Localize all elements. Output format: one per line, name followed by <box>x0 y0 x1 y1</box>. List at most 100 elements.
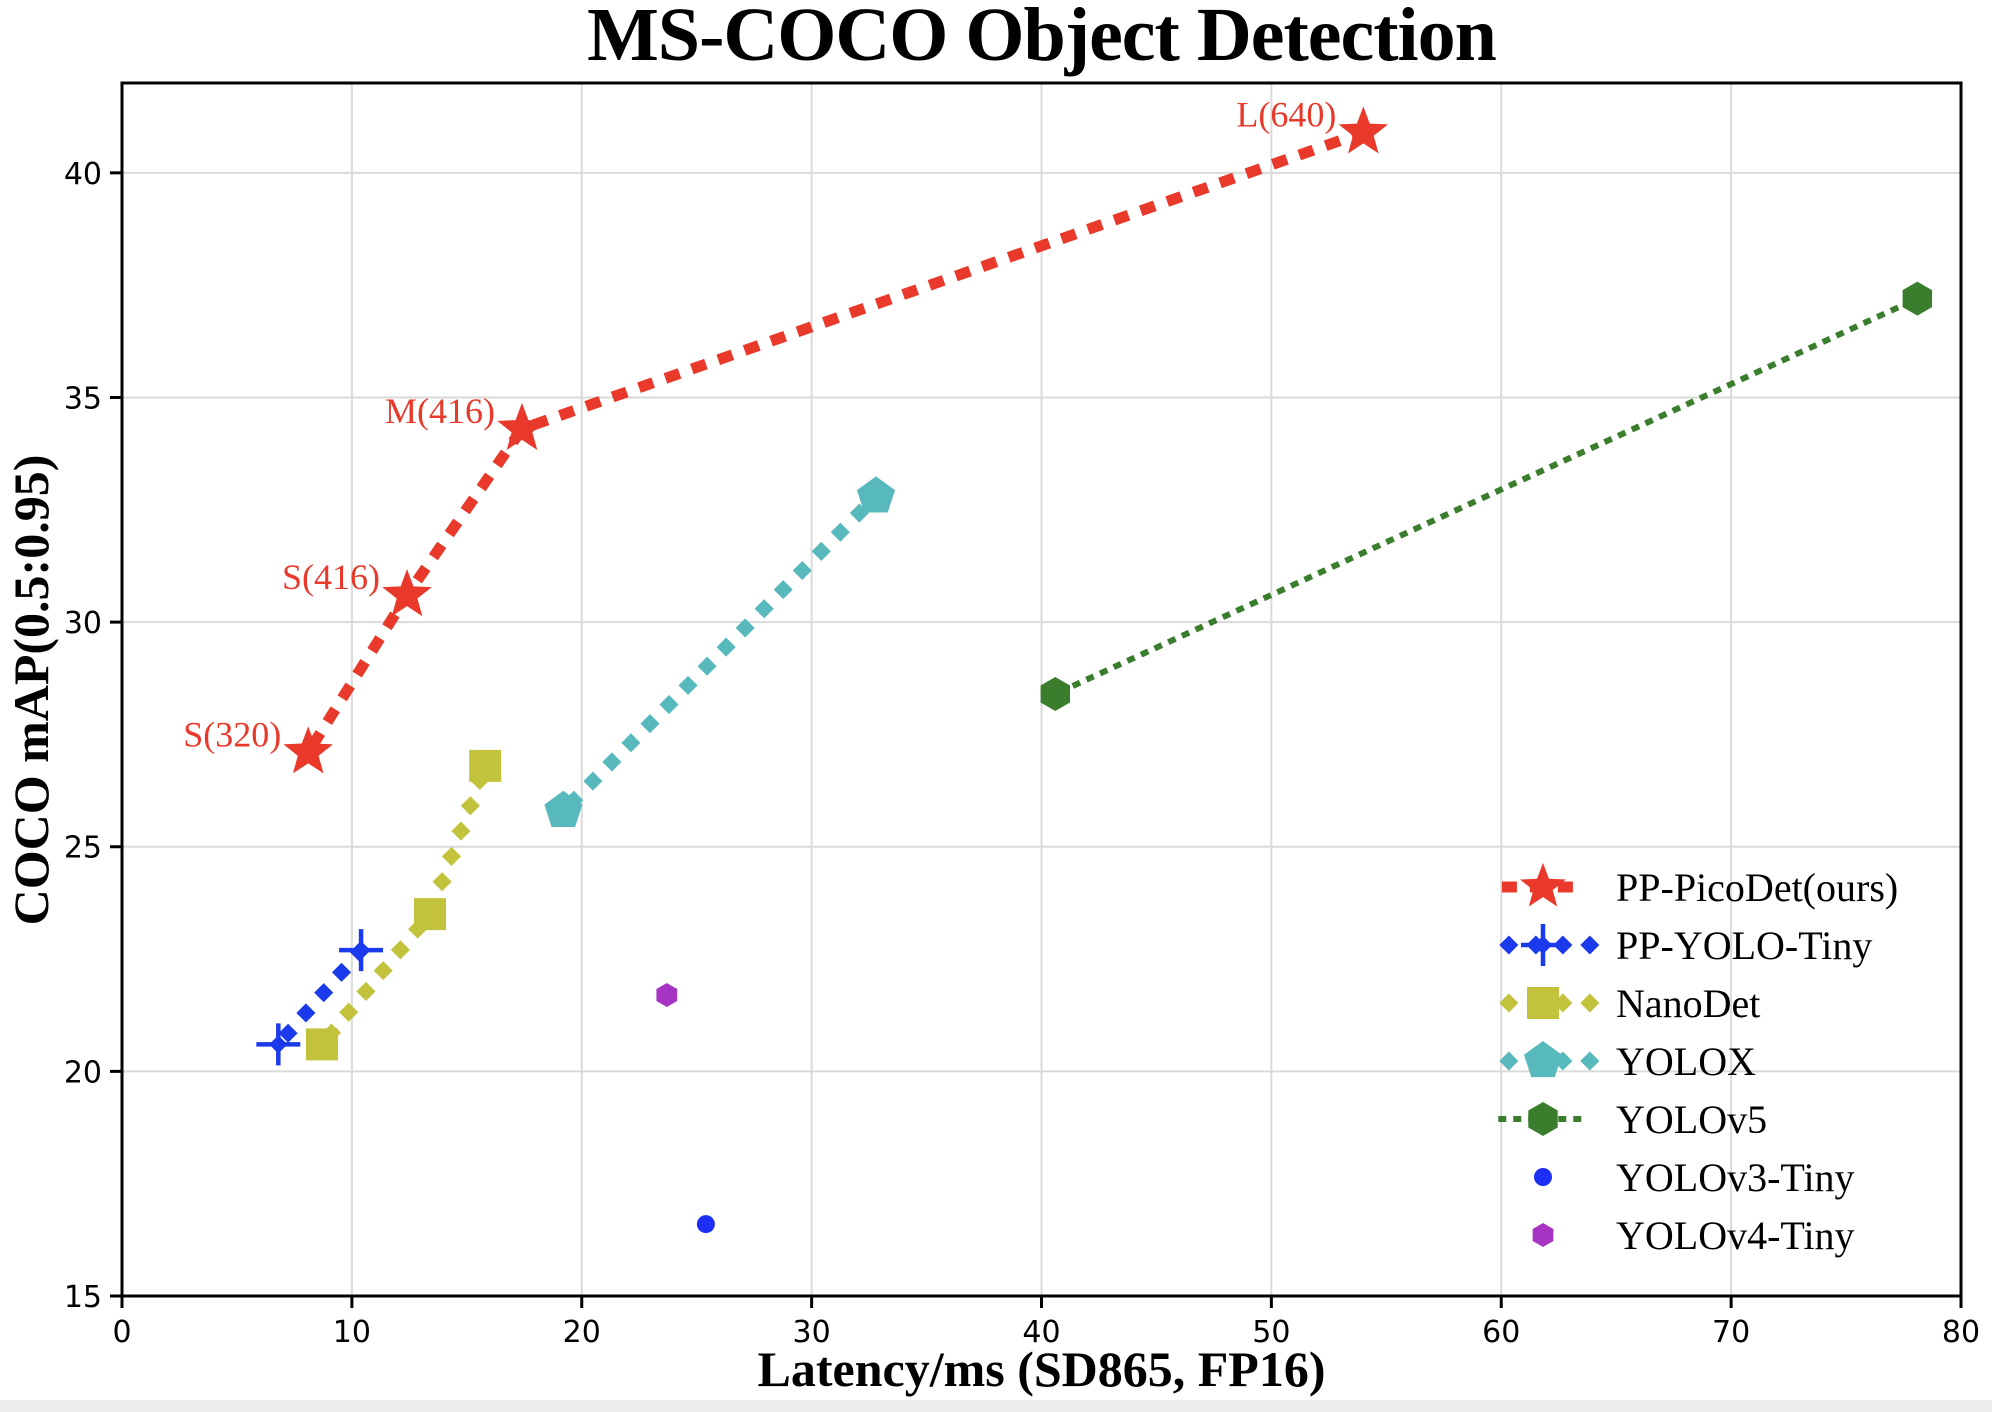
series-line-dash <box>716 637 736 657</box>
legend-label: YOLOv5 <box>1616 1097 1767 1142</box>
y-axis-label: COCO mAP(0.5:0.95) <box>3 454 59 926</box>
series-line-dash <box>1221 611 1232 620</box>
series-line-dash <box>1794 348 1804 358</box>
data-point-marker <box>544 790 583 827</box>
series-line-dash <box>356 981 376 1001</box>
data-point-label: S(320) <box>183 714 281 754</box>
series-line-dash <box>1875 310 1886 320</box>
series-line-dash <box>1323 135 1342 151</box>
legend-label: YOLOX <box>1616 1039 1756 1084</box>
series-line-dash <box>412 564 431 584</box>
legend-line-sample <box>1580 1051 1600 1071</box>
series-line-dash <box>1780 354 1791 364</box>
series-line-dash <box>792 560 812 581</box>
series-line-dash <box>1248 598 1259 608</box>
data-point-marker <box>1902 281 1933 316</box>
series-line-dash <box>373 961 393 981</box>
series-line-dash <box>382 611 400 631</box>
series-line-dash <box>1453 504 1464 514</box>
data-point-marker <box>656 983 678 1007</box>
series-line-dash <box>1507 479 1518 489</box>
series-line-dash <box>1712 386 1723 395</box>
series-line-dash <box>1194 623 1205 633</box>
y-tick-label: 25 <box>64 831 102 866</box>
series-line-dash <box>322 706 340 725</box>
series-line-dash <box>1630 423 1641 433</box>
legend-line-sample <box>1499 935 1519 955</box>
legend-marker <box>1523 1041 1563 1078</box>
series-line-dash <box>795 321 814 338</box>
data-point-marker <box>469 749 502 782</box>
series-line-dash <box>1344 554 1355 564</box>
series-line-dash <box>557 405 576 421</box>
y-tick-label: 35 <box>64 381 102 416</box>
series-line-dash <box>1112 661 1123 670</box>
series-line-dash <box>637 377 655 393</box>
series-line-dash <box>1059 228 1078 244</box>
series-line-dash <box>1548 461 1559 470</box>
series-line-dash <box>1671 404 1682 414</box>
series-line-dash <box>444 518 463 538</box>
series-line-dash <box>584 396 603 412</box>
x-tick-label: 40 <box>1022 1315 1060 1350</box>
series-line-dash <box>1739 373 1750 383</box>
series-line-dash <box>1112 209 1131 226</box>
series-line-dash <box>830 522 850 542</box>
legend-label: NanoDet <box>1616 981 1760 1026</box>
legend-line-sample <box>1580 935 1600 955</box>
series-line-dash <box>1576 448 1586 458</box>
series-line-dash <box>874 293 893 310</box>
data-point-label: L(640) <box>1236 94 1336 134</box>
series-line-dash <box>1098 667 1109 677</box>
series-line-dash <box>1086 219 1104 235</box>
legend-marker <box>1520 862 1566 907</box>
data-point-marker <box>351 940 371 960</box>
series-line-dash <box>1276 586 1286 595</box>
series-line-dash <box>1698 392 1709 402</box>
series-line-dash <box>689 358 708 375</box>
series-line-dash <box>1725 379 1736 389</box>
series-line-dash <box>1480 492 1491 502</box>
series-line-dash <box>1180 629 1191 639</box>
series-line-dash <box>1494 486 1504 495</box>
chart-title: MS-COCO Object Detection <box>587 0 1497 77</box>
x-tick-label: 80 <box>1942 1315 1980 1350</box>
series-line-dash <box>1439 511 1450 520</box>
series-line-dash <box>980 256 999 272</box>
series-line-dash <box>1603 436 1614 445</box>
series-line-dash <box>583 771 603 791</box>
y-tick-label: 30 <box>64 606 102 641</box>
series-line-dash <box>337 682 355 702</box>
series-line-dash <box>1848 323 1859 333</box>
series-line-dash <box>1521 473 1532 483</box>
series-line-dash <box>742 340 761 356</box>
series-line-dash <box>1138 200 1157 217</box>
series-line-dash <box>1862 317 1873 327</box>
data-point-marker <box>856 476 896 513</box>
data-point-marker <box>382 569 432 617</box>
legend-line-sample <box>1498 1116 1507 1122</box>
series-line-dash <box>1835 329 1845 339</box>
series-line-dash <box>367 635 385 654</box>
series-line-dash <box>1207 617 1218 627</box>
legend-line-sample <box>1499 1051 1519 1071</box>
y-tick-label: 20 <box>64 1055 102 1090</box>
series-line-dash <box>1753 367 1764 377</box>
series-line-dash <box>1191 182 1210 198</box>
series-line-dash <box>278 1023 298 1043</box>
series-line-dash <box>1126 654 1136 664</box>
x-tick-label: 0 <box>112 1315 131 1350</box>
x-tick-label: 60 <box>1482 1315 1520 1350</box>
data-point-marker <box>696 1215 715 1234</box>
series-line-dash <box>432 872 452 892</box>
series-line-dash <box>1071 679 1082 689</box>
series-line-dash <box>1426 517 1436 527</box>
series-line-dash <box>769 330 788 347</box>
data-point-marker <box>497 402 547 450</box>
series-line-dash <box>1412 523 1423 533</box>
series-line-dash <box>773 580 793 600</box>
series-line-dash <box>1270 154 1289 170</box>
legend-label: YOLOv4-Tiny <box>1616 1213 1855 1258</box>
data-point-marker <box>305 1028 338 1061</box>
x-tick-label: 70 <box>1712 1315 1750 1350</box>
